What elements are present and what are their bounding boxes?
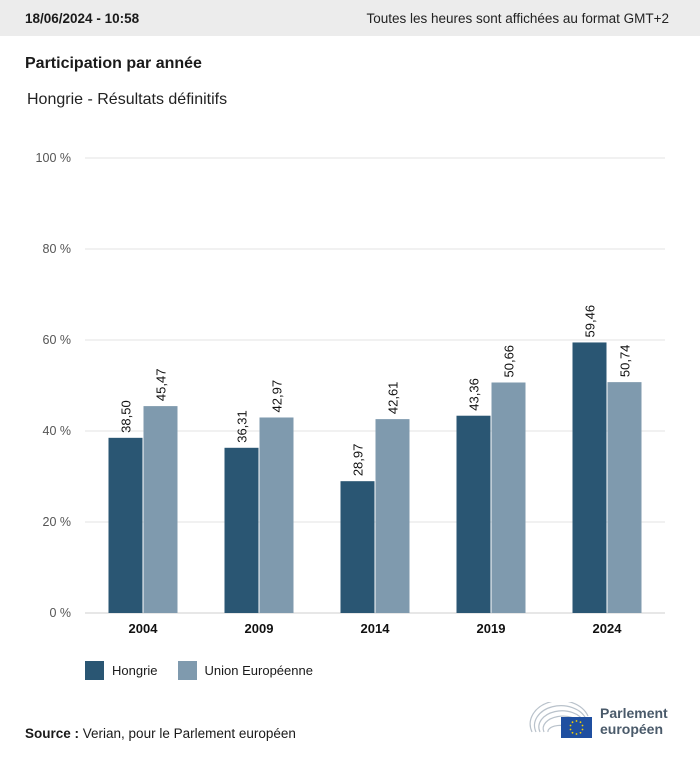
logo-text: Parlement européen (600, 705, 668, 737)
y-tick-label: 80 % (43, 242, 72, 256)
data-label: 42,97 (270, 380, 285, 413)
bar-ue-2019 (491, 382, 526, 613)
logo-line-2: européen (600, 721, 664, 737)
data-label: 45,47 (154, 369, 169, 402)
bar-hongrie-2004 (108, 437, 143, 613)
hemicycle-flag-icon (529, 702, 592, 738)
y-tick-label: 100 % (36, 151, 71, 165)
source-label: Source : (25, 726, 80, 741)
x-tick-label: 2004 (129, 621, 159, 636)
bar-ue-2009 (259, 417, 294, 613)
chart-title: Participation par année (25, 55, 202, 72)
x-tick-label: 2009 (245, 621, 274, 636)
bar-hongrie-2009 (224, 447, 259, 613)
legend-label-hongrie: Hongrie (112, 663, 158, 678)
bar-hongrie-2024 (572, 342, 607, 613)
y-tick-label: 60 % (43, 333, 72, 347)
parlement-europeen-logo: Parlement européen (528, 701, 678, 741)
legend: Hongrie Union Européenne (85, 661, 333, 680)
source-text: Verian, pour le Parlement européen (79, 726, 296, 741)
x-tick-label: 2014 (361, 621, 391, 636)
bar-ue-2014 (375, 419, 410, 613)
data-label: 50,66 (502, 345, 517, 378)
data-label: 43,36 (467, 378, 482, 411)
bar-ue-2024 (607, 382, 642, 613)
datetime: 18/06/2024 - 10:58 (25, 10, 140, 26)
source-note: Source : Verian, pour le Parlement europ… (25, 726, 296, 741)
data-label: 36,31 (235, 410, 250, 443)
legend-label-ue: Union Européenne (204, 663, 313, 678)
bar-hongrie-2019 (456, 415, 491, 613)
legend-item-hongrie: Hongrie (85, 661, 158, 680)
bar-hongrie-2014 (340, 481, 375, 613)
x-tick-label: 2019 (477, 621, 506, 636)
chart-subtitle: Hongrie - Résultats définitifs (27, 91, 228, 108)
legend-swatch-hongrie (85, 661, 104, 680)
data-label: 50,74 (618, 345, 633, 378)
bar-chart: 0 % 20 % 40 % 60 % 80 % 100 % 38,50 45,47 2004 36… (36, 151, 665, 636)
logo-line-1: Parlement (600, 705, 668, 721)
data-label: 42,61 (386, 382, 401, 415)
top-bar: 18/06/2024 - 10:58 Toutes les heures son… (0, 0, 700, 36)
y-tick-label: 40 % (43, 424, 72, 438)
x-tick-label: 2024 (593, 621, 623, 636)
timezone-note: Toutes les heures sont affichées au form… (366, 10, 669, 26)
y-tick-label: 20 % (43, 515, 72, 529)
data-label: 38,50 (119, 400, 134, 433)
data-label: 28,97 (351, 444, 366, 477)
legend-item-ue: Union Européenne (177, 661, 313, 680)
data-label: 59,46 (583, 305, 598, 338)
legend-swatch-ue (177, 661, 197, 680)
y-tick-label: 0 % (49, 606, 71, 620)
bar-ue-2004 (143, 406, 178, 613)
